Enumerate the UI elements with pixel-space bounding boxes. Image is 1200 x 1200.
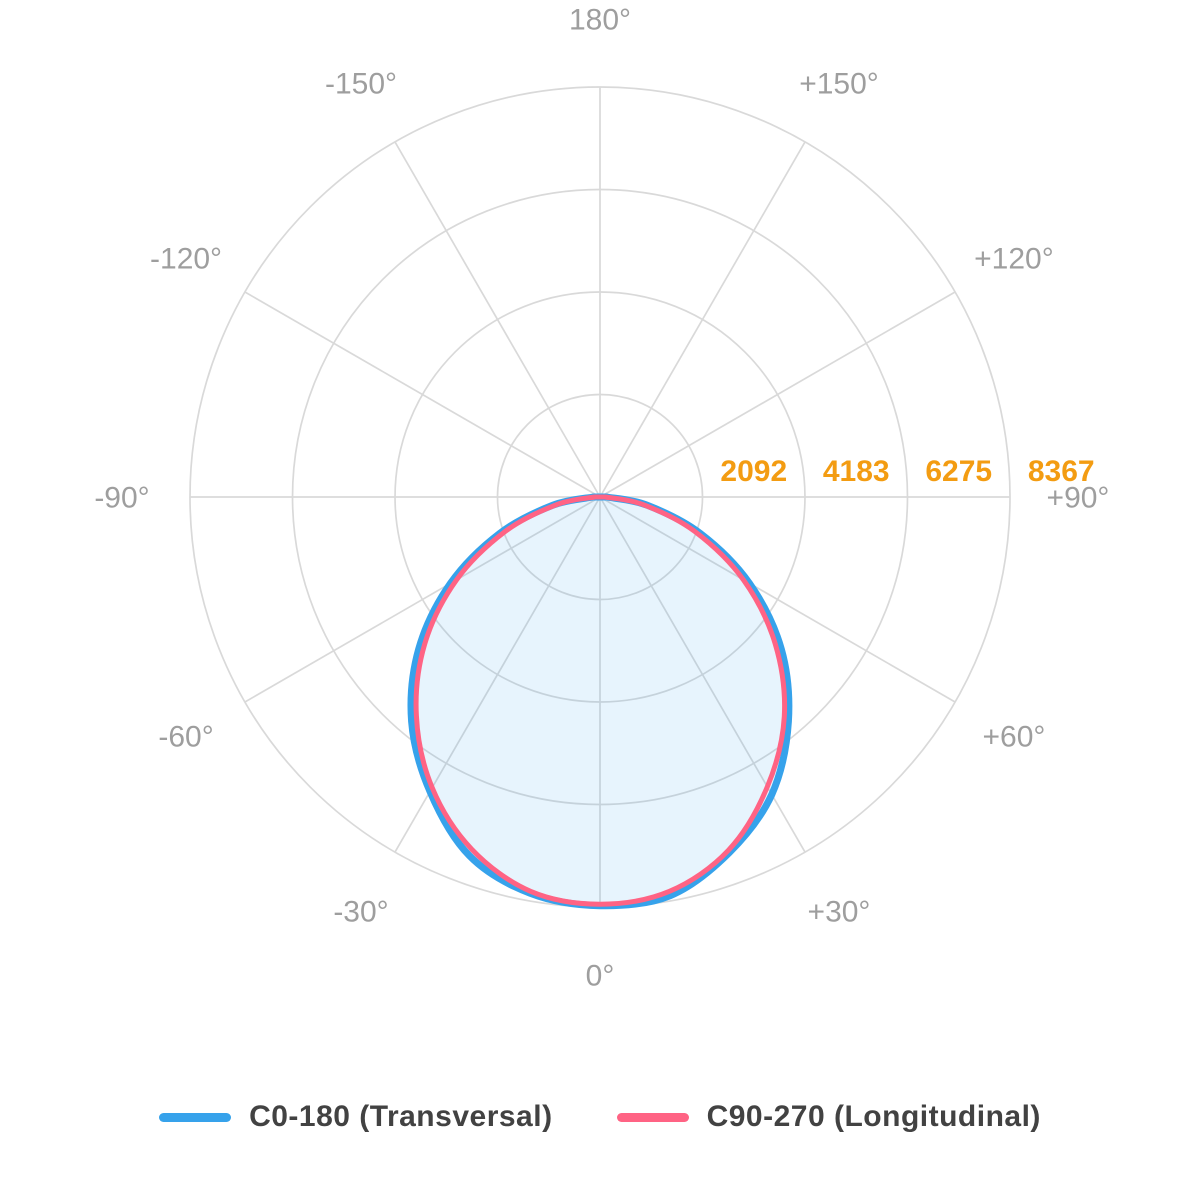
angle-label: -60° <box>158 721 213 754</box>
ring-value-label: 8367 <box>1028 455 1095 488</box>
angle-label: 0° <box>586 960 615 993</box>
grid-spoke <box>244 291 601 498</box>
angle-label: -90° <box>94 482 149 515</box>
legend-label-c90-270: C90-270 (Longitudinal) <box>706 1100 1041 1133</box>
legend-label-c0-180: C0-180 (Transversal) <box>249 1100 553 1133</box>
angle-label: +90° <box>1047 482 1110 515</box>
angle-label: -150° <box>325 68 397 101</box>
ring-value-label: 2092 <box>720 455 787 488</box>
legend-swatch-c90-270-icon <box>616 1112 689 1122</box>
ring-value-label: 4183 <box>823 455 890 488</box>
ring-value-label: 6275 <box>925 455 992 488</box>
angle-label: +60° <box>983 721 1046 754</box>
angle-label: +120° <box>974 243 1054 276</box>
grid-spoke <box>599 496 956 703</box>
angle-label: 180° <box>569 4 631 37</box>
legend-item-c90-270[interactable]: C90-270 (Longitudinal) <box>616 1100 1041 1134</box>
grid-spoke <box>244 496 601 703</box>
chart-legend: C0-180 (Transversal) C90-270 (Longitudin… <box>0 1100 1200 1134</box>
angle-label: +30° <box>808 895 871 928</box>
angle-label: -120° <box>150 243 222 276</box>
angle-label: +150° <box>799 68 879 101</box>
angle-label: -30° <box>333 895 388 928</box>
grid-spoke <box>599 291 956 498</box>
legend-item-c0-180[interactable]: C0-180 (Transversal) <box>159 1100 553 1134</box>
grid-spoke <box>599 141 806 498</box>
grid-spoke <box>394 141 601 498</box>
series-curve-c90-270 <box>413 494 788 907</box>
legend-swatch-c0-180-icon <box>159 1112 232 1122</box>
